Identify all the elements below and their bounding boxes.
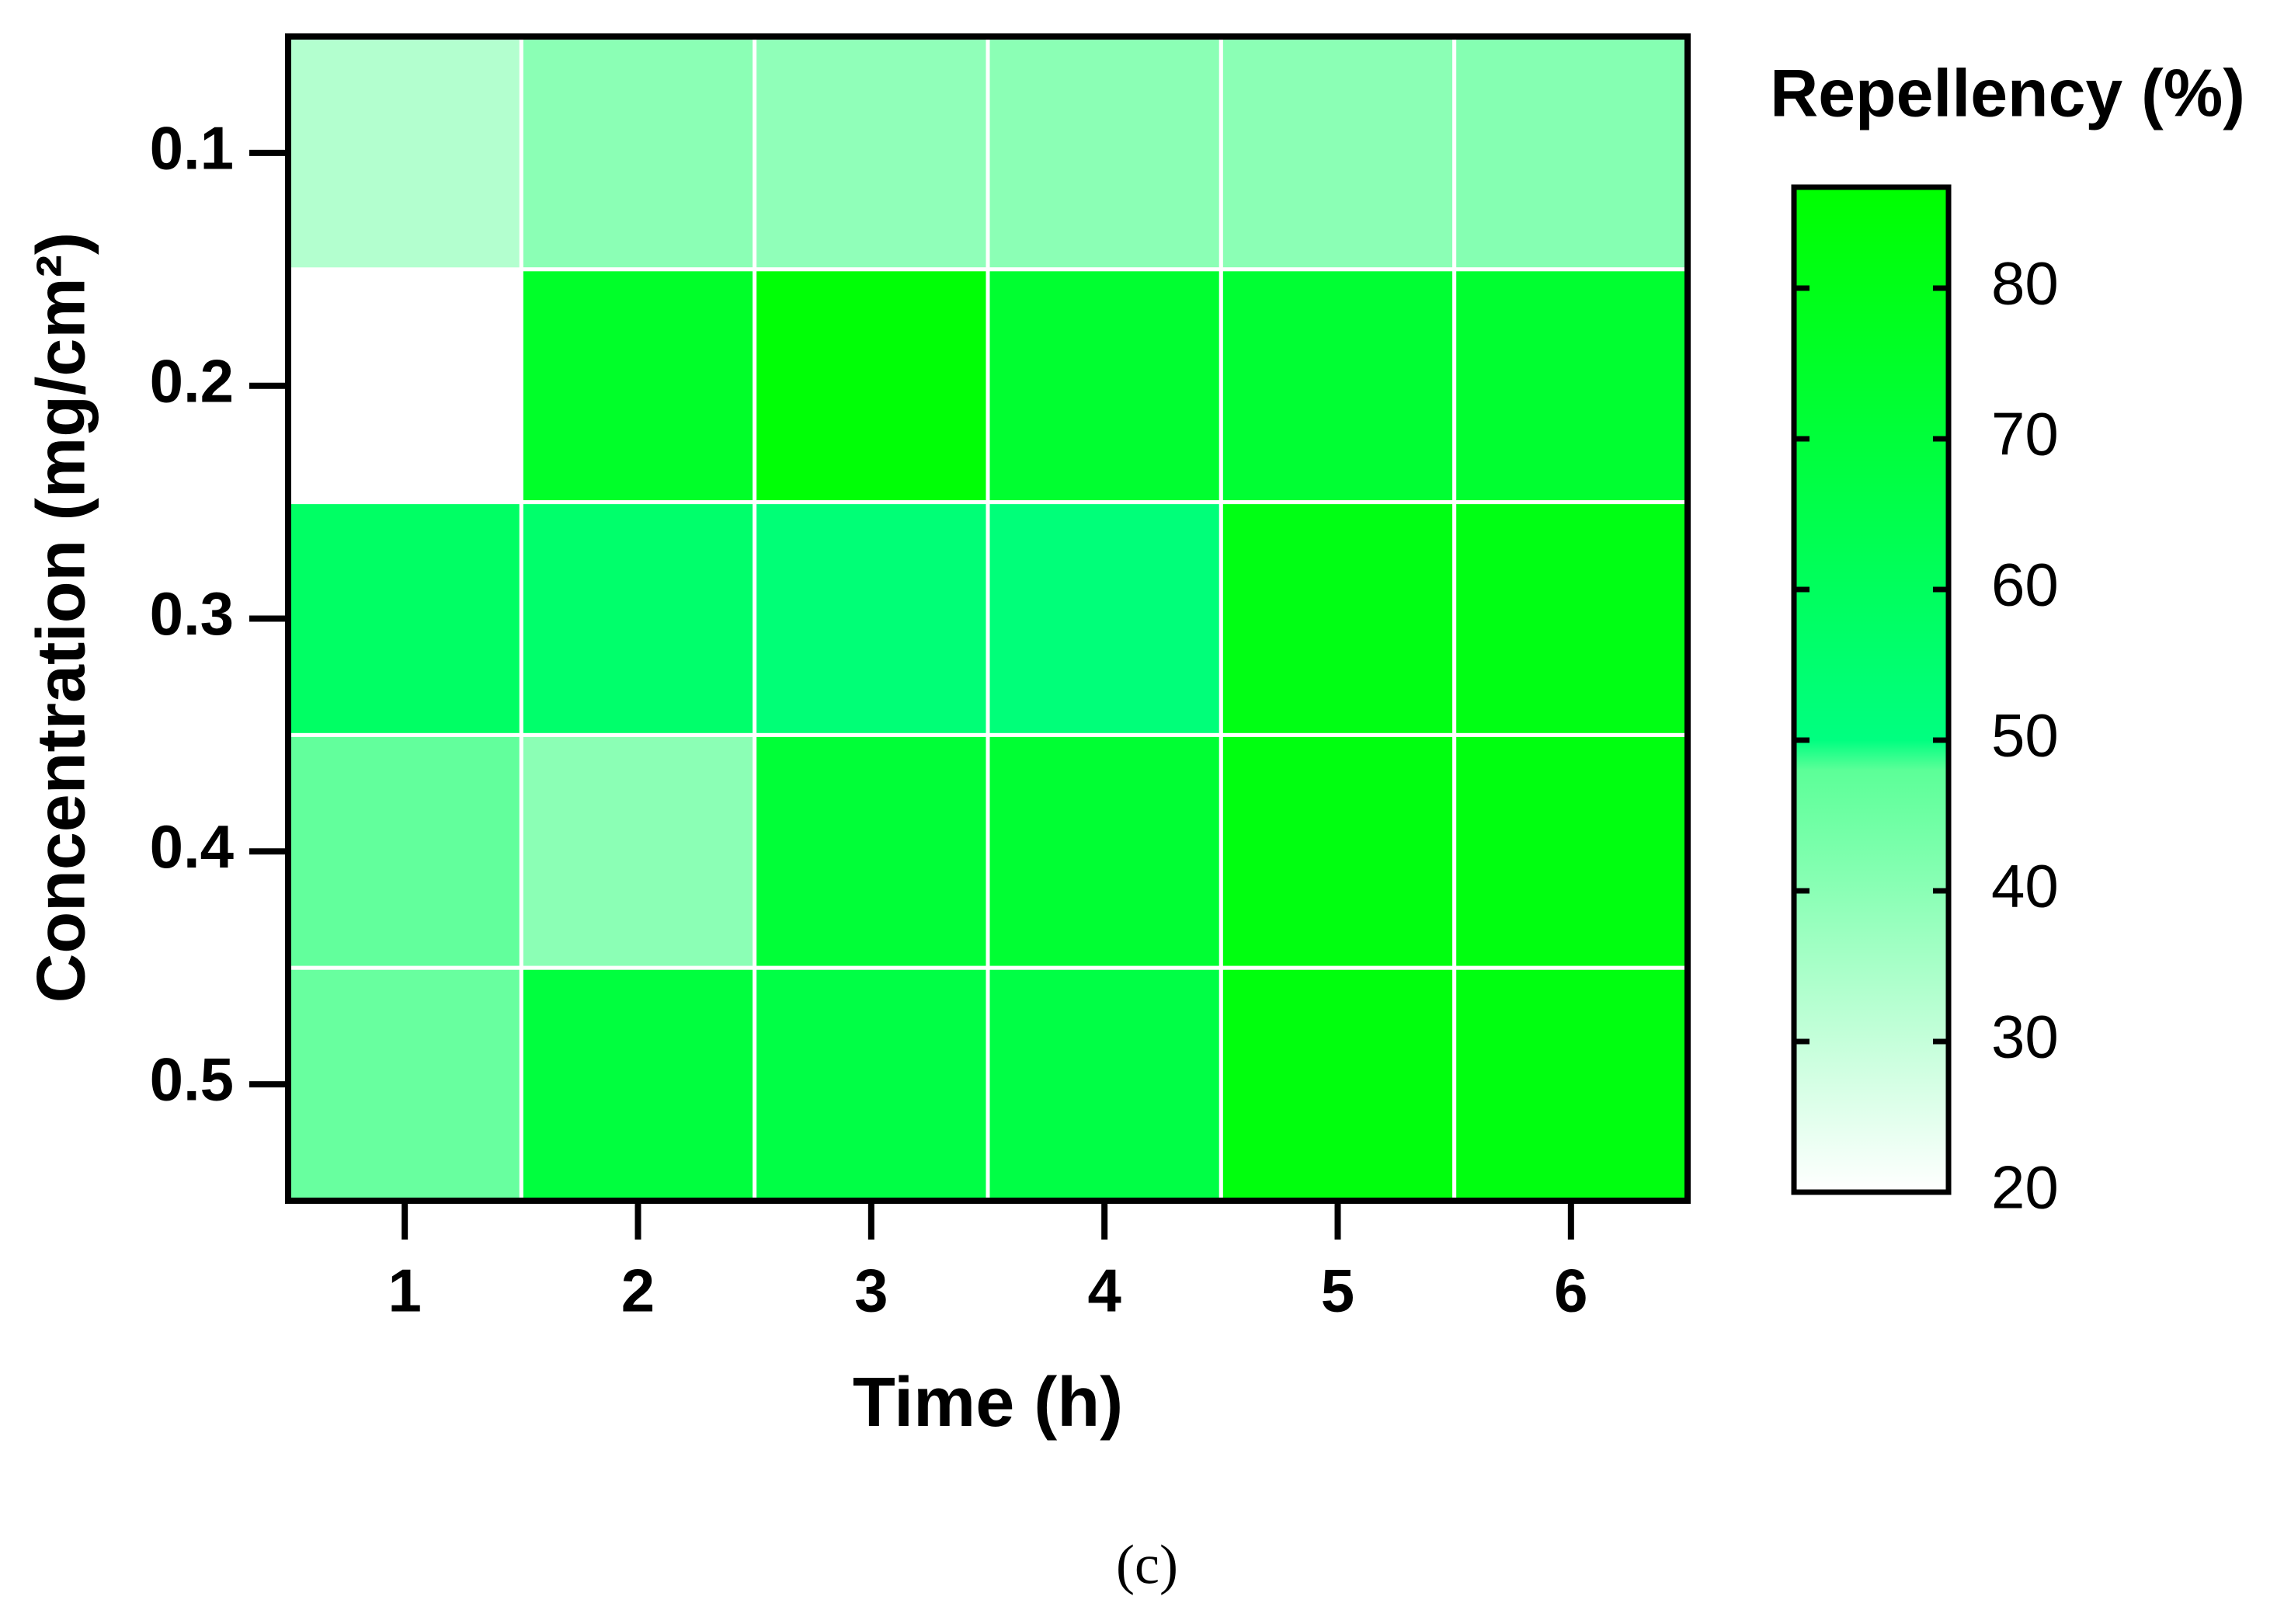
y-axis-title: Concentration (mg/cm²) [22,232,99,1003]
heatmap-cell [1452,267,1690,505]
caption: (c) [1116,1534,1178,1596]
heatmap-cell [986,267,1223,505]
heatmap-cell [986,732,1223,970]
colorbar-tick-label: 40 [1991,852,2059,920]
heatmap-cell [519,267,757,505]
heatmap-cell [1452,500,1690,737]
heatmap-cell [286,965,523,1203]
heatmap-cell [986,500,1223,737]
heatmap-cell [1452,34,1690,272]
heatmap-cell [519,34,757,272]
colorbar-tick-label: 20 [1991,1153,2059,1222]
heatmap-cell [753,500,990,737]
heatmap-cell [519,732,757,970]
x-tick-label: 2 [621,1257,655,1325]
y-tick-label: 0.3 [150,579,234,648]
heatmap-cell [753,732,990,970]
colorbar-tick-label: 30 [1991,1003,2059,1071]
y-tick-label: 0.4 [150,812,234,881]
heatmap-cell [286,500,523,737]
x-tick-label: 4 [1087,1257,1121,1325]
x-tick-label: 3 [854,1257,888,1325]
heatmap-cell [1219,267,1457,505]
heatmap-cell [1452,965,1690,1203]
heatmap-cell [1452,732,1690,970]
y-tick-label: 0.1 [150,114,234,183]
x-tick-label: 6 [1554,1257,1587,1325]
colorbar-tick-label: 60 [1991,551,2059,619]
heatmap-cell [753,965,990,1203]
x-tick-label: 5 [1321,1257,1354,1325]
y-tick-label: 0.5 [150,1045,234,1114]
heatmap-cell [1219,732,1457,970]
heatmap-cell [1219,34,1457,272]
heatmap-cell [519,965,757,1203]
heatmap-cell [519,500,757,737]
colorbar-tick-label: 80 [1991,249,2059,318]
colorbar-tick-label: 50 [1991,701,2059,770]
colorbar-tick-label: 70 [1991,400,2059,468]
heatmap-cell [753,34,990,272]
heatmap-cell [753,267,990,505]
heatmap-cell [986,34,1223,272]
x-tick-label: 1 [388,1257,421,1325]
colorbar [1791,184,1952,1195]
y-tick-label: 0.2 [150,346,234,415]
heatmap-cell [1219,965,1457,1203]
heatmap-cell [286,732,523,970]
colorbar-title: Repellency (%) [1770,57,2245,131]
heatmap-cell [986,965,1223,1203]
x-axis-title: Time (h) [853,1364,1123,1441]
heatmap-cell [286,34,523,272]
heatmap-cell [1219,500,1457,737]
